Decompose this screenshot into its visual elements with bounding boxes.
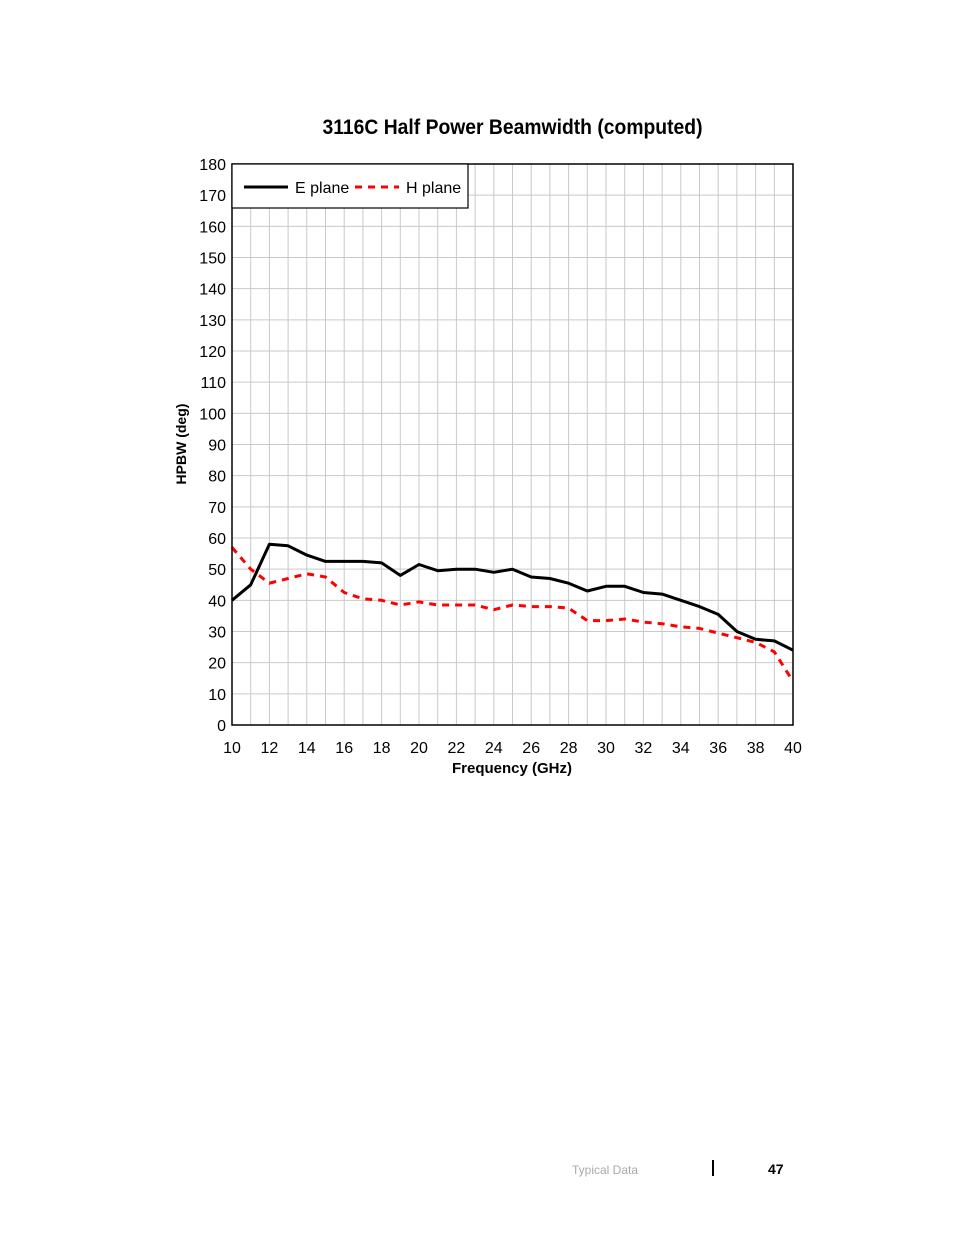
y-tick-label: 30 — [208, 625, 226, 642]
x-tick-label: 18 — [373, 740, 391, 757]
x-tick-label: 10 — [223, 740, 241, 757]
y-tick-label: 140 — [199, 282, 226, 299]
series-line-e-plane — [231, 542, 794, 652]
grid-lines — [232, 164, 793, 725]
x-tick-label: 24 — [485, 740, 503, 757]
x-tick-label: 32 — [635, 740, 653, 757]
page-number: 47 — [768, 1161, 784, 1177]
x-tick-label: 22 — [448, 740, 466, 757]
y-tick-label: 100 — [199, 406, 226, 423]
x-tick-label: 38 — [747, 740, 765, 757]
y-tick-label: 90 — [208, 438, 226, 455]
x-tick-label: 30 — [597, 740, 615, 757]
y-axis-label: HPBW (deg) — [173, 404, 189, 485]
y-tick-label: 70 — [208, 500, 226, 517]
y-tick-label: 10 — [208, 687, 226, 704]
legend-label-e-plane: E plane — [295, 180, 349, 197]
y-tick-label: 40 — [208, 593, 226, 610]
x-tick-label: 14 — [298, 740, 316, 757]
legend-label-h-plane: H plane — [406, 180, 461, 197]
x-tick-label: 34 — [672, 740, 690, 757]
y-tick-label: 150 — [199, 251, 226, 268]
y-tick-label: 0 — [217, 718, 226, 735]
footer-separator — [712, 1160, 714, 1176]
tick-labels: 10 12 14 16 18 20 22 24 26 28 30 32 34 36 38 40 0 10 20 30 4… — [199, 157, 802, 757]
x-tick-label: 40 — [784, 740, 802, 757]
x-tick-label: 12 — [261, 740, 279, 757]
y-tick-label: 170 — [199, 188, 226, 205]
x-axis-label: Frequency (GHz) — [452, 760, 572, 777]
y-tick-label: 80 — [208, 469, 226, 486]
x-tick-label: 36 — [709, 740, 727, 757]
chart-title: 3116C Half Power Beamwidth (computed) — [322, 116, 703, 139]
x-tick-label: 28 — [560, 740, 578, 757]
y-tick-label: 20 — [208, 656, 226, 673]
plot-frame — [231, 163, 794, 726]
x-tick-label: 26 — [522, 740, 540, 757]
axes — [231, 163, 794, 726]
y-tick-label: 110 — [200, 375, 226, 392]
y-tick-label: 60 — [208, 531, 226, 548]
legend: E plane H plane — [231, 163, 469, 209]
y-tick-label: 50 — [208, 562, 226, 579]
y-tick-label: 120 — [199, 344, 226, 361]
y-tick-label: 130 — [199, 313, 226, 330]
y-tick-label: 160 — [199, 219, 226, 236]
chart: 10 12 14 16 18 20 22 24 26 28 30 32 34 36 38 40 0 10 20 30 4… — [173, 157, 802, 777]
x-tick-label: 20 — [410, 740, 428, 757]
footer-section-label: Typical Data — [572, 1163, 639, 1177]
x-tick-label: 16 — [335, 740, 353, 757]
series-lines — [230, 542, 795, 683]
series-line-h-plane — [230, 546, 795, 683]
y-tick-label: 180 — [199, 157, 226, 174]
